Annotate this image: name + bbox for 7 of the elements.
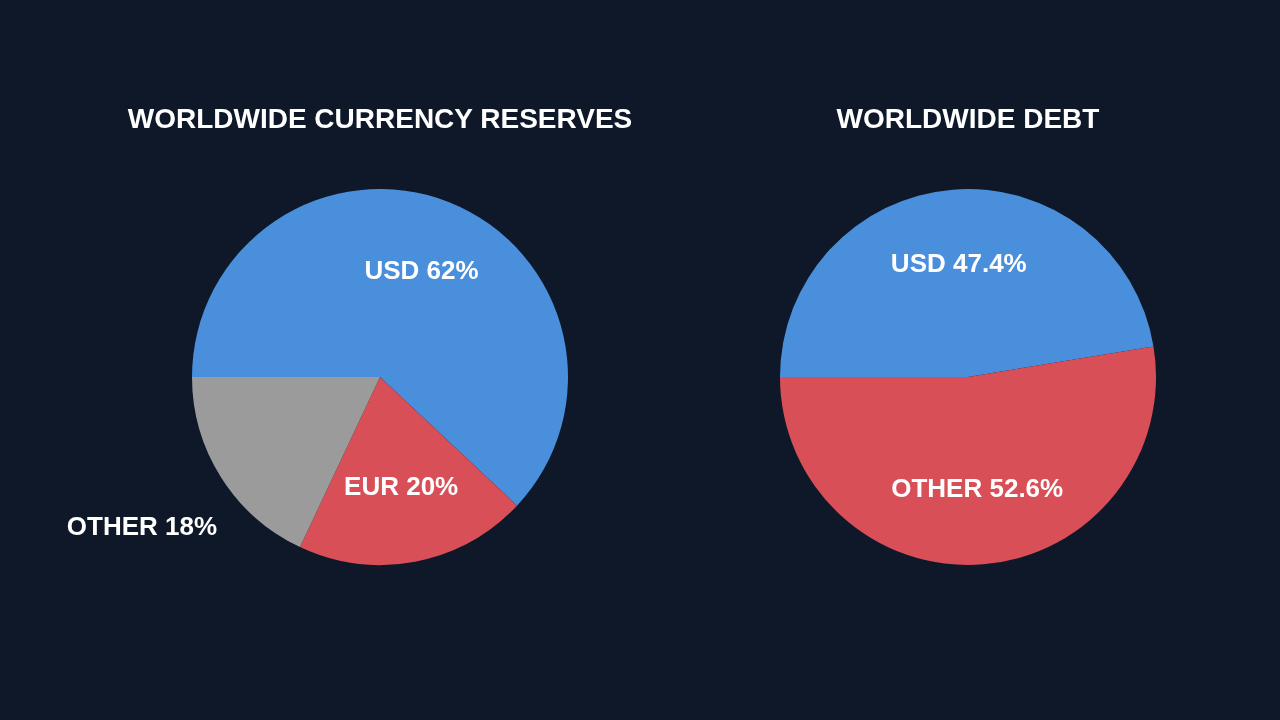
slice-label: EUR 20%	[344, 470, 459, 501]
slice-label: USD 62%	[364, 255, 479, 286]
slice-label: USD 47.4%	[890, 247, 1027, 278]
slice-label: OTHER 52.6%	[891, 472, 1064, 503]
chart-title: WORLDWIDE CURRENCY RESERVES	[126, 103, 634, 135]
slice-label: OTHER 18%	[66, 511, 218, 542]
chart-title: WORLDWIDE DEBT	[835, 103, 1101, 135]
